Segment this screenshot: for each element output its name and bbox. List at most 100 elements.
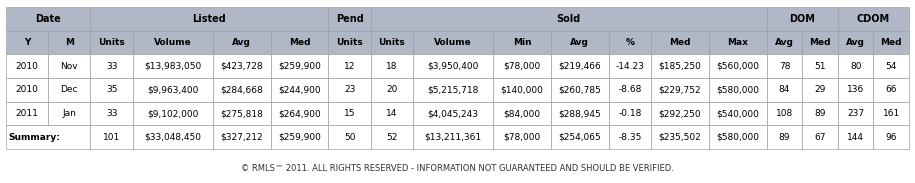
Text: $13,983,050: $13,983,050: [145, 62, 201, 71]
Text: $423,728: $423,728: [221, 62, 263, 71]
Bar: [551, 54, 608, 78]
Bar: [767, 125, 802, 149]
Text: $259,900: $259,900: [278, 62, 321, 71]
Bar: [91, 54, 133, 78]
Text: 2010: 2010: [16, 85, 38, 94]
Bar: [6, 7, 91, 31]
Bar: [328, 102, 371, 125]
Text: 89: 89: [779, 133, 791, 142]
Text: $140,000: $140,000: [501, 85, 544, 94]
Bar: [91, 78, 133, 102]
Bar: [371, 125, 413, 149]
Bar: [709, 125, 767, 149]
Bar: [838, 54, 874, 78]
Bar: [413, 31, 493, 54]
Text: Y: Y: [24, 38, 30, 47]
Bar: [371, 102, 413, 125]
Bar: [213, 125, 271, 149]
Bar: [608, 78, 651, 102]
Bar: [802, 78, 838, 102]
Bar: [133, 31, 213, 54]
Bar: [493, 54, 551, 78]
Text: $13,211,361: $13,211,361: [425, 133, 481, 142]
Bar: [608, 102, 651, 125]
Text: $84,000: $84,000: [503, 109, 541, 118]
Bar: [371, 54, 413, 78]
Bar: [767, 54, 802, 78]
Text: Jan: Jan: [62, 109, 76, 118]
Text: $259,900: $259,900: [278, 133, 321, 142]
Text: $327,212: $327,212: [221, 133, 263, 142]
Bar: [709, 54, 767, 78]
Text: $264,900: $264,900: [278, 109, 321, 118]
Bar: [371, 31, 413, 54]
Text: 14: 14: [386, 109, 398, 118]
Text: $33,048,450: $33,048,450: [145, 133, 201, 142]
Bar: [213, 78, 271, 102]
Bar: [271, 31, 328, 54]
Bar: [838, 102, 874, 125]
Bar: [413, 125, 493, 149]
Text: $5,215,718: $5,215,718: [427, 85, 479, 94]
Text: Avg: Avg: [775, 38, 794, 47]
Text: $260,785: $260,785: [558, 85, 601, 94]
Text: Listed: Listed: [192, 14, 226, 24]
Text: $219,466: $219,466: [558, 62, 601, 71]
Bar: [651, 54, 709, 78]
Text: Date: Date: [36, 14, 61, 24]
Text: $185,250: $185,250: [659, 62, 702, 71]
Text: $580,000: $580,000: [716, 85, 759, 94]
Bar: [767, 31, 802, 54]
Bar: [371, 78, 413, 102]
Text: 54: 54: [886, 62, 897, 71]
Bar: [651, 78, 709, 102]
Text: -14.23: -14.23: [616, 62, 644, 71]
Bar: [767, 102, 802, 125]
Text: 136: 136: [847, 85, 865, 94]
Text: 67: 67: [814, 133, 826, 142]
Bar: [271, 78, 328, 102]
Bar: [651, 102, 709, 125]
Bar: [767, 78, 802, 102]
Text: Volume: Volume: [154, 38, 191, 47]
Bar: [838, 7, 909, 31]
Text: 15: 15: [344, 109, 355, 118]
Text: Units: Units: [98, 38, 125, 47]
Bar: [608, 54, 651, 78]
Text: 89: 89: [814, 109, 826, 118]
Text: 51: 51: [814, 62, 826, 71]
Text: -8.35: -8.35: [619, 133, 641, 142]
Text: 50: 50: [344, 133, 355, 142]
Text: 101: 101: [103, 133, 120, 142]
Text: 18: 18: [386, 62, 398, 71]
Text: 237: 237: [847, 109, 865, 118]
Bar: [328, 78, 371, 102]
Text: $9,102,000: $9,102,000: [147, 109, 199, 118]
Bar: [48, 54, 91, 78]
Bar: [91, 31, 133, 54]
Bar: [6, 78, 48, 102]
Text: -0.18: -0.18: [619, 109, 641, 118]
Bar: [91, 7, 328, 31]
Bar: [48, 102, 91, 125]
Text: $235,502: $235,502: [659, 133, 701, 142]
Bar: [413, 54, 493, 78]
Bar: [6, 54, 48, 78]
Text: Max: Max: [727, 38, 748, 47]
Text: Sold: Sold: [556, 14, 581, 24]
Bar: [271, 125, 328, 149]
Text: Volume: Volume: [435, 38, 472, 47]
Text: -8.68: -8.68: [619, 85, 641, 94]
Bar: [874, 78, 909, 102]
Text: $560,000: $560,000: [716, 62, 759, 71]
Text: $275,818: $275,818: [221, 109, 264, 118]
Text: 35: 35: [106, 85, 117, 94]
Text: $580,000: $580,000: [716, 133, 759, 142]
Bar: [709, 78, 767, 102]
Bar: [91, 102, 133, 125]
Bar: [551, 78, 608, 102]
Bar: [271, 102, 328, 125]
Bar: [838, 78, 874, 102]
Bar: [133, 102, 213, 125]
Bar: [213, 54, 271, 78]
